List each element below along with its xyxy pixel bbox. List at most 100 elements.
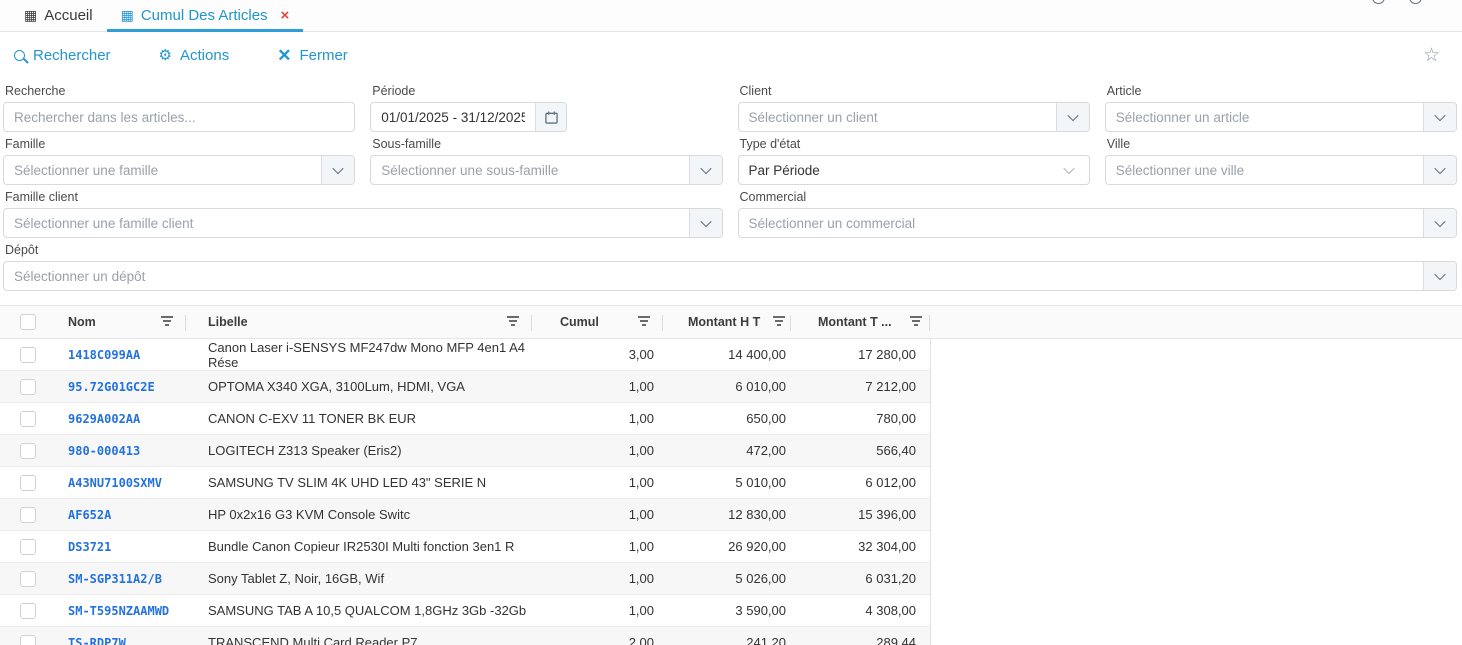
table-row[interactable]: 95.72G01GC2E OPTOMA X340 XGA, 3100Lum, H… bbox=[0, 371, 930, 403]
type-etat-dropdown-button[interactable] bbox=[1049, 156, 1089, 184]
user-icon[interactable] bbox=[1409, 0, 1422, 4]
article-dropdown-button[interactable] bbox=[1423, 103, 1456, 131]
row-cumul-cell: 1,00 bbox=[532, 403, 663, 434]
article-code-link[interactable]: SM-SGP311A2/B bbox=[68, 571, 162, 586]
client-dropdown-button[interactable] bbox=[1055, 103, 1089, 131]
row-nom-cell: A43NU7100SXMV bbox=[55, 467, 186, 498]
article-cumul: 1,00 bbox=[628, 571, 654, 586]
sous-famille-select[interactable]: Sélectionner une sous-famille bbox=[370, 155, 723, 185]
famille-client-label: Famille client bbox=[5, 190, 78, 204]
article-libelle: HP 0x2x16 G3 KVM Console Switc bbox=[208, 507, 411, 522]
article-code-link[interactable]: TS-RDP7W bbox=[68, 635, 126, 645]
rechercher-button[interactable]: Rechercher bbox=[14, 47, 111, 64]
article-montant-ht: 14 400,00 bbox=[728, 347, 786, 362]
tab-cumul-des-articles[interactable]: ▦ Cumul Des Articles × bbox=[106, 0, 304, 32]
toolbar: Rechercher ⚙ Actions ✕ Fermer ☆ bbox=[0, 32, 1462, 78]
row-libelle-cell: OPTOMA X340 XGA, 3100Lum, HDMI, VGA bbox=[186, 371, 532, 402]
row-libelle-cell: TRANSCEND Multi Card Reader P7 bbox=[186, 627, 532, 645]
ville-select[interactable]: Sélectionner une ville bbox=[1104, 155, 1457, 185]
article-montant-ht: 12 830,00 bbox=[728, 507, 786, 522]
favorite-star-icon[interactable]: ☆ bbox=[1422, 44, 1440, 66]
header-montant-ht[interactable]: Montant H T bbox=[663, 306, 791, 338]
row-checkbox[interactable] bbox=[20, 442, 36, 459]
select-all-checkbox[interactable] bbox=[20, 314, 36, 330]
client-select[interactable]: Sélectionner un client bbox=[737, 102, 1090, 132]
article-cumul: 1,00 bbox=[628, 379, 654, 394]
famille-dropdown-button[interactable] bbox=[321, 156, 355, 184]
filter-icon[interactable] bbox=[638, 316, 650, 328]
depot-dropdown-button[interactable] bbox=[1423, 262, 1456, 290]
row-nom-cell: TS-RDP7W bbox=[55, 627, 186, 645]
row-nom-cell: 1418C099AA bbox=[55, 339, 186, 370]
table-row[interactable]: SM-SGP311A2/B Sony Tablet Z, Noir, 16GB,… bbox=[0, 563, 930, 595]
row-checkbox[interactable] bbox=[20, 602, 36, 619]
article-cumul: 1,00 bbox=[628, 411, 654, 426]
row-checkbox[interactable] bbox=[20, 346, 36, 363]
filter-icon[interactable] bbox=[161, 316, 173, 328]
row-montant-ttc-cell: 566,40 bbox=[791, 435, 930, 466]
actions-button[interactable]: ⚙ Actions bbox=[159, 47, 230, 64]
header-montant-ttc[interactable]: Montant T ... bbox=[791, 306, 930, 338]
article-montant-ht: 5 026,00 bbox=[735, 571, 786, 586]
famille-label: Famille bbox=[5, 137, 46, 151]
famille-select[interactable]: Sélectionner une famille bbox=[3, 155, 356, 185]
article-code-link[interactable]: A43NU7100SXMV bbox=[68, 475, 162, 490]
row-montant-ttc-cell: 17 280,00 bbox=[791, 339, 930, 370]
row-checkbox[interactable] bbox=[20, 538, 36, 555]
calendar-button[interactable] bbox=[535, 103, 567, 131]
article-montant-ttc: 15 396,00 bbox=[858, 507, 916, 522]
filter-icon[interactable] bbox=[910, 316, 922, 328]
table-row[interactable]: 1418C099AA Canon Laser i-SENSYS MF247dw … bbox=[0, 339, 930, 371]
row-checkbox[interactable] bbox=[20, 506, 36, 523]
periode-input[interactable] bbox=[371, 103, 536, 131]
tab-close-icon[interactable]: × bbox=[280, 7, 290, 24]
table-row[interactable]: A43NU7100SXMV SAMSUNG TV SLIM 4K UHD LED… bbox=[0, 467, 930, 499]
row-checkbox[interactable] bbox=[20, 634, 36, 645]
chevron-down-icon bbox=[1434, 109, 1446, 122]
fermer-button[interactable]: ✕ Fermer bbox=[277, 47, 348, 64]
ville-label: Ville bbox=[1106, 137, 1131, 151]
article-code-link[interactable]: 980-000413 bbox=[68, 443, 141, 458]
row-checkbox[interactable] bbox=[20, 474, 36, 491]
row-checkbox[interactable] bbox=[20, 378, 36, 395]
commercial-dropdown-button[interactable] bbox=[1423, 209, 1456, 237]
article-code-link[interactable]: 95.72G01GC2E bbox=[68, 379, 155, 394]
notification-icon[interactable] bbox=[1372, 0, 1385, 4]
article-code-link[interactable]: SM-T595NZAAMWD bbox=[68, 603, 170, 618]
article-code-link[interactable]: 1418C099AA bbox=[68, 347, 141, 362]
famille-client-select[interactable]: Sélectionner une famille client bbox=[3, 208, 723, 238]
sous-famille-dropdown-button[interactable] bbox=[688, 156, 722, 184]
tab-accueil[interactable]: ▦ Accueil bbox=[10, 0, 107, 31]
header-nom[interactable]: Nom bbox=[55, 306, 186, 338]
depot-select[interactable]: Sélectionner un dépôt bbox=[3, 261, 1457, 291]
row-checkbox[interactable] bbox=[20, 410, 36, 427]
table-row[interactable]: 9629A002AA CANON C-EXV 11 TONER BK EUR 1… bbox=[0, 403, 930, 435]
type-etat-select[interactable]: Par Période bbox=[737, 155, 1090, 185]
recherche-input[interactable] bbox=[4, 103, 355, 131]
column-separator bbox=[929, 315, 930, 331]
table-row[interactable]: TS-RDP7W TRANSCEND Multi Card Reader P7 … bbox=[0, 627, 930, 645]
article-montant-ttc: 6 012,00 bbox=[865, 475, 916, 490]
article-code-link[interactable]: AF652A bbox=[68, 507, 112, 522]
table-row[interactable]: AF652A HP 0x2x16 G3 KVM Console Switc 1,… bbox=[0, 499, 930, 531]
article-code-link[interactable]: 9629A002AA bbox=[68, 411, 141, 426]
article-select[interactable]: Sélectionner un article bbox=[1104, 102, 1457, 132]
row-nom-cell: 980-000413 bbox=[55, 435, 186, 466]
actions-label: Actions bbox=[180, 46, 230, 64]
ville-dropdown-button[interactable] bbox=[1423, 156, 1456, 184]
table-row[interactable]: SM-T595NZAAMWD SAMSUNG TAB A 10,5 QUALCO… bbox=[0, 595, 930, 627]
header-cumul[interactable]: Cumul bbox=[532, 306, 663, 338]
commercial-select[interactable]: Sélectionner un commercial bbox=[737, 208, 1457, 238]
chevron-down-icon bbox=[699, 162, 712, 175]
row-checkbox-cell bbox=[0, 403, 55, 434]
article-code-link[interactable]: DS3721 bbox=[68, 539, 112, 554]
depot-label: Dépôt bbox=[5, 243, 39, 257]
filter-icon[interactable] bbox=[773, 316, 785, 328]
filter-icon[interactable] bbox=[507, 316, 519, 328]
row-cumul-cell: 1,00 bbox=[532, 499, 663, 530]
famille-client-dropdown-button[interactable] bbox=[688, 209, 722, 237]
table-row[interactable]: 980-000413 LOGITECH Z313 Speaker (Eris2)… bbox=[0, 435, 930, 467]
table-row[interactable]: DS3721 Bundle Canon Copieur IR2530I Mult… bbox=[0, 531, 930, 563]
header-libelle[interactable]: Libelle bbox=[186, 306, 532, 338]
row-checkbox[interactable] bbox=[20, 570, 36, 587]
